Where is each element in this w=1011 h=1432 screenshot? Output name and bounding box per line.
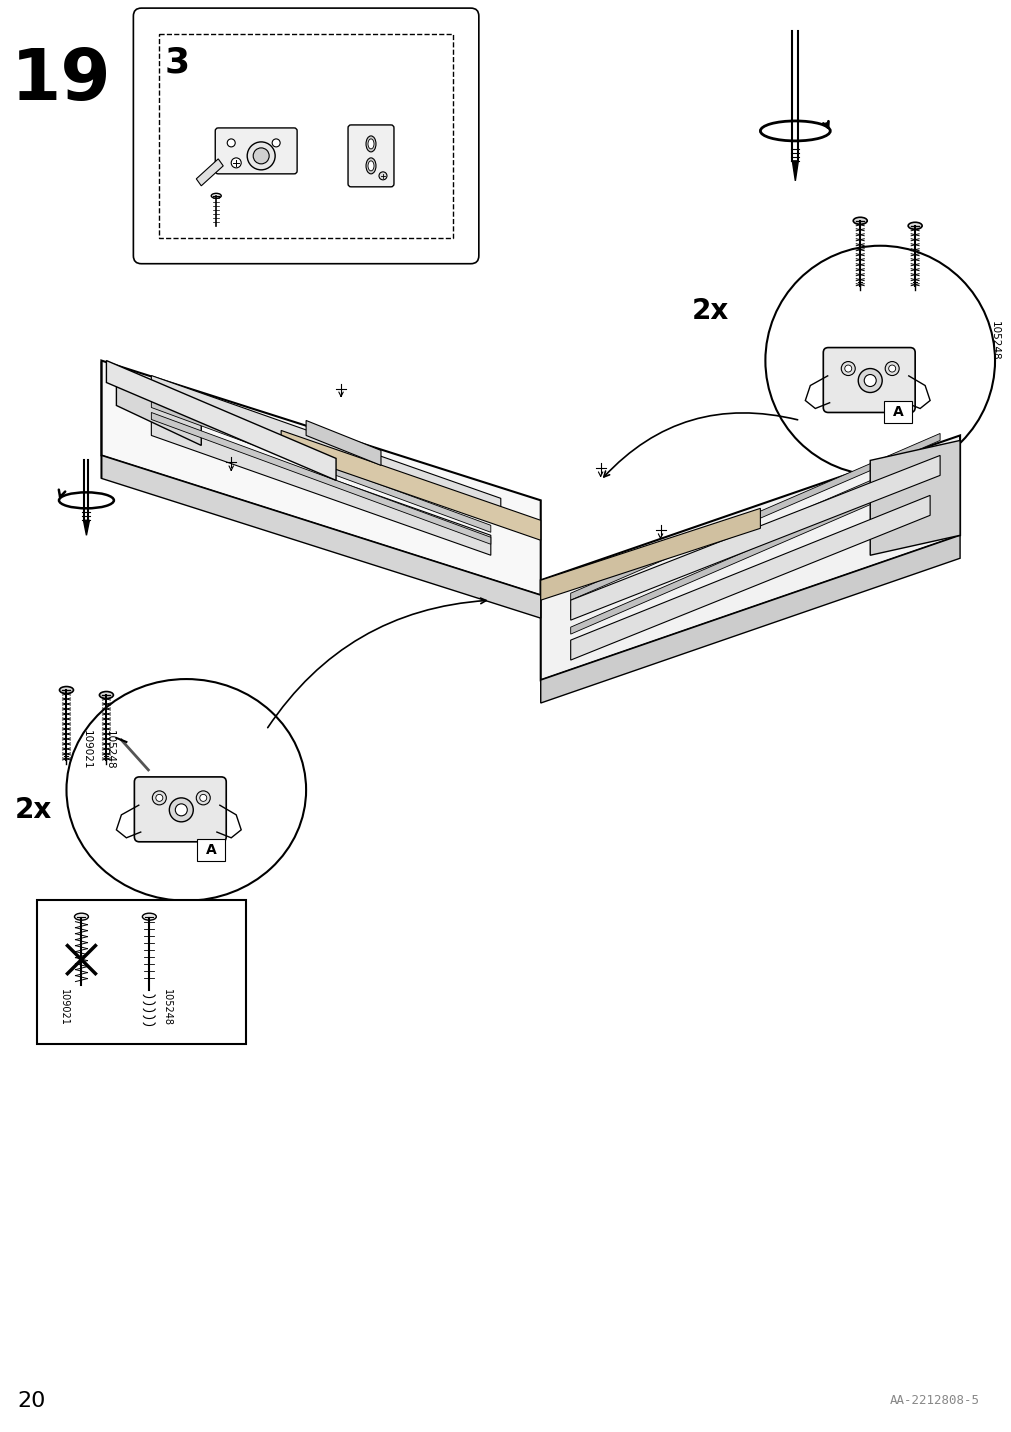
- Ellipse shape: [366, 158, 376, 173]
- Polygon shape: [101, 455, 540, 619]
- FancyBboxPatch shape: [823, 348, 914, 412]
- Ellipse shape: [67, 679, 305, 901]
- Polygon shape: [152, 375, 500, 520]
- Text: AA-2212808-5: AA-2212808-5: [889, 1395, 979, 1408]
- Text: 109021: 109021: [81, 730, 91, 769]
- Polygon shape: [570, 434, 939, 600]
- Ellipse shape: [143, 914, 156, 921]
- Polygon shape: [305, 421, 380, 465]
- FancyBboxPatch shape: [215, 127, 297, 173]
- Ellipse shape: [60, 686, 74, 693]
- Circle shape: [253, 147, 269, 163]
- Circle shape: [764, 246, 994, 475]
- Text: 2x: 2x: [692, 296, 728, 325]
- Circle shape: [885, 361, 899, 375]
- Circle shape: [169, 798, 193, 822]
- Circle shape: [272, 139, 280, 147]
- FancyBboxPatch shape: [197, 839, 225, 861]
- Polygon shape: [281, 431, 540, 540]
- Polygon shape: [540, 508, 759, 600]
- FancyBboxPatch shape: [134, 778, 226, 842]
- Circle shape: [175, 803, 187, 816]
- Polygon shape: [540, 435, 959, 680]
- Text: A: A: [892, 405, 903, 420]
- Ellipse shape: [852, 218, 866, 225]
- Polygon shape: [570, 467, 939, 634]
- Circle shape: [196, 790, 210, 805]
- Text: 109021: 109021: [59, 990, 69, 1025]
- Circle shape: [231, 158, 241, 168]
- Ellipse shape: [368, 139, 374, 149]
- Polygon shape: [152, 401, 490, 533]
- Polygon shape: [540, 536, 959, 703]
- Polygon shape: [570, 451, 939, 617]
- Polygon shape: [152, 412, 490, 544]
- Ellipse shape: [368, 160, 374, 170]
- FancyBboxPatch shape: [348, 125, 393, 186]
- Text: 105248: 105248: [162, 990, 172, 1027]
- Text: 2x: 2x: [15, 796, 53, 823]
- Circle shape: [857, 368, 882, 392]
- Text: 19: 19: [11, 46, 111, 116]
- Text: 105248: 105248: [104, 730, 114, 770]
- Circle shape: [888, 365, 895, 372]
- Ellipse shape: [211, 193, 221, 198]
- Circle shape: [153, 790, 166, 805]
- Polygon shape: [101, 361, 540, 596]
- Circle shape: [247, 142, 275, 170]
- Text: 3: 3: [165, 44, 190, 79]
- Text: 105248: 105248: [989, 321, 999, 361]
- Polygon shape: [83, 520, 89, 536]
- Polygon shape: [792, 160, 798, 180]
- Polygon shape: [570, 455, 939, 620]
- Text: 20: 20: [17, 1390, 45, 1411]
- Circle shape: [378, 172, 386, 180]
- Polygon shape: [570, 495, 929, 660]
- Circle shape: [199, 795, 206, 802]
- Polygon shape: [152, 415, 490, 556]
- FancyBboxPatch shape: [884, 401, 911, 424]
- Text: A: A: [205, 843, 216, 856]
- Ellipse shape: [99, 692, 113, 699]
- Circle shape: [840, 361, 854, 375]
- Circle shape: [863, 375, 876, 387]
- FancyBboxPatch shape: [36, 899, 246, 1044]
- Polygon shape: [869, 441, 959, 556]
- FancyBboxPatch shape: [133, 9, 478, 263]
- Circle shape: [156, 795, 163, 802]
- Ellipse shape: [75, 914, 88, 921]
- Polygon shape: [152, 388, 490, 520]
- Circle shape: [227, 139, 235, 147]
- Polygon shape: [116, 371, 201, 445]
- Polygon shape: [106, 361, 336, 480]
- Polygon shape: [196, 159, 223, 186]
- Ellipse shape: [366, 136, 376, 152]
- Ellipse shape: [907, 222, 921, 229]
- Circle shape: [844, 365, 851, 372]
